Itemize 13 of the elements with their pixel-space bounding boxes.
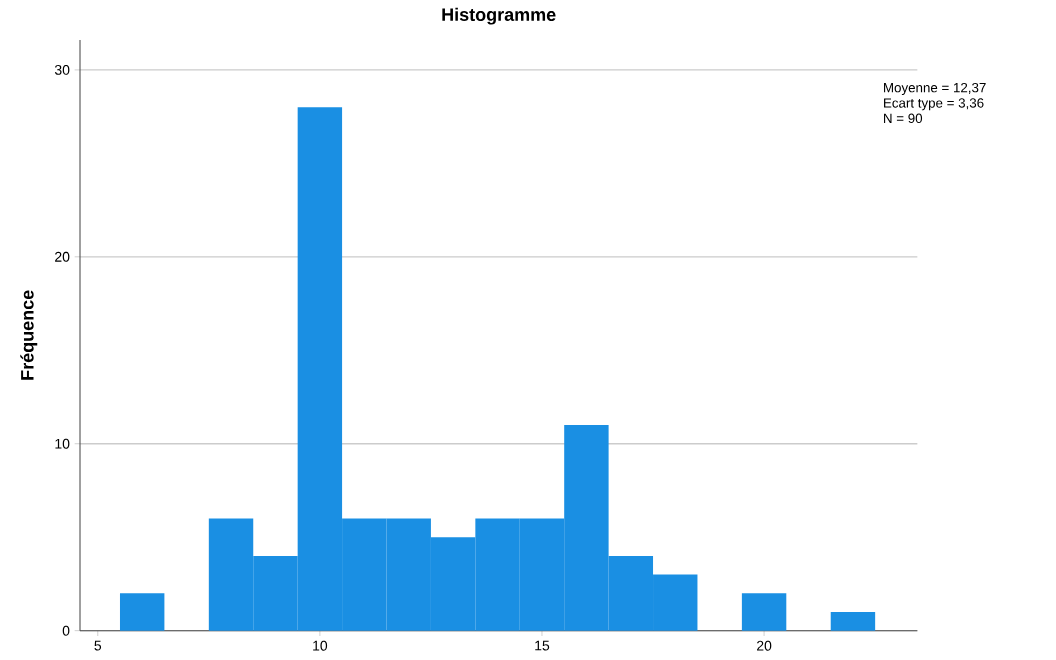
annotation: N = 90 (884, 113, 923, 124)
x-tick-label: 20 (757, 640, 772, 651)
y-tick-label: 30 (54, 64, 70, 75)
y-tick-label: 10 (55, 438, 70, 449)
x-tick-label: 5 (94, 640, 102, 651)
chart-title: Histogramme (442, 7, 556, 25)
annotation: Ecart type = 3,36 (884, 98, 984, 111)
x-tick-label: 15 (535, 640, 550, 651)
y-tick-label: 0 (62, 625, 70, 636)
y-axis-title: Fréquence (20, 290, 38, 380)
x-tick-label: 10 (313, 640, 328, 651)
y-tick-label: 20 (55, 251, 70, 262)
annotation: Moyenne = 12,37 (884, 82, 986, 95)
